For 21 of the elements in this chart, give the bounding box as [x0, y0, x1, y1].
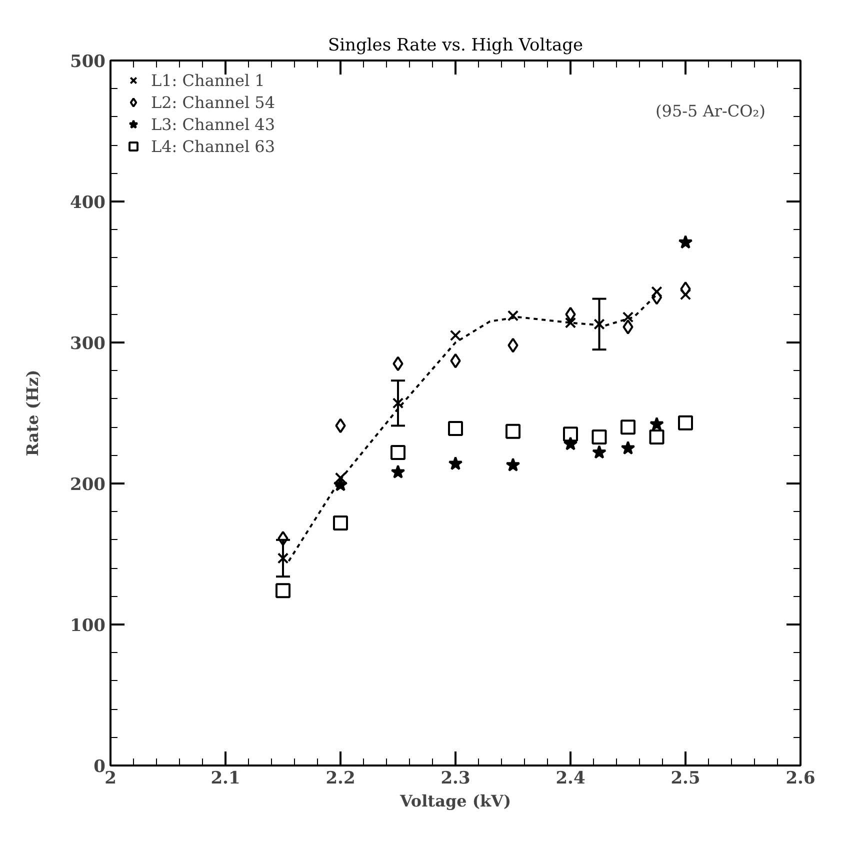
y-tick-label: 100	[70, 616, 106, 636]
x-tick-label: 2.4	[556, 768, 586, 788]
chart-title: Singles Rate vs. High Voltage	[328, 36, 584, 56]
legend-label: L4: Channel 63	[151, 136, 276, 156]
y-tick-label: 0	[94, 757, 106, 777]
x-tick-label: 2	[104, 768, 116, 788]
legend-label: L3: Channel 43	[151, 114, 276, 134]
legend-label: L1: Channel 1	[151, 70, 265, 90]
y-tick-label: 300	[70, 334, 106, 354]
x-tick-label: 2.2	[326, 768, 356, 788]
x-tick-label: 2.6	[786, 768, 816, 788]
x-tick-label: 2.3	[440, 768, 470, 788]
x-tick-label: 2.5	[670, 768, 700, 788]
y-tick-label: 500	[70, 52, 106, 72]
legend-label: L2: Channel 54	[151, 92, 276, 112]
y-tick-label: 200	[70, 475, 106, 495]
y-axis-title: Rate (Hz)	[23, 370, 42, 456]
y-tick-label: 400	[70, 193, 106, 213]
annotation: (95-5 Ar-CO₂)	[656, 102, 766, 120]
x-tick-label: 2.1	[210, 768, 240, 788]
x-axis-title: Voltage (kV)	[398, 792, 512, 810]
